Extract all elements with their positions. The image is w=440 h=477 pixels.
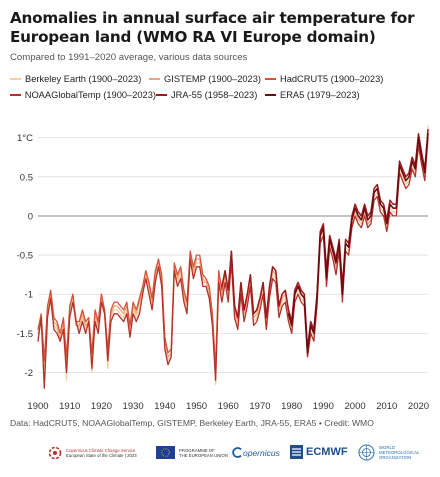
wmo-logo-line1: WORLD (379, 445, 395, 450)
legend-swatch-noaa (10, 94, 21, 96)
legend-swatch-era5 (265, 94, 276, 96)
legend-swatch-gistemp (149, 78, 160, 80)
legend-label-hadcrut: HadCRUT5 (1900–2023) (280, 74, 384, 84)
chart-legend: Berkeley Earth (1900–2023) GISTEMP (1900… (10, 71, 435, 103)
x-tick-label: 1990 (313, 401, 334, 412)
eu-flag-icon (156, 446, 175, 459)
c3s-logo: Copernicus Climate Change Service Europe… (48, 446, 137, 460)
chart-subtitle: Compared to 1991–2020 average, various d… (10, 52, 248, 63)
series-line-noaa (37, 137, 429, 389)
y-tick-label: -1.5 (17, 329, 33, 340)
x-tick-label: 1940 (154, 401, 175, 412)
copernicus-logo: opernicus (232, 447, 280, 458)
legend-swatch-jra (156, 94, 167, 96)
x-tick-label: 2020 (408, 401, 429, 412)
legend-item-gistemp: GISTEMP (1900–2023) (149, 74, 265, 84)
partner-logos: Copernicus Climate Change Service Europe… (0, 440, 440, 470)
legend-label-jra: JRA-55 (1958–2023) (171, 90, 258, 100)
copernicus-c-icon (232, 447, 242, 458)
legend-item-berkeley: Berkeley Earth (1900–2023) (10, 74, 149, 84)
wmo-logo: WORLD METEOROLOGICAL ORGANIZATION (358, 444, 419, 461)
y-tick-label: 0 (28, 211, 33, 222)
x-tick-label: 1950 (186, 401, 207, 412)
series-line-era5 (287, 132, 429, 354)
y-tick-label: -2 (25, 368, 33, 379)
wmo-logo-line3: ORGANIZATION (379, 455, 412, 460)
page-title: Anomalies in annual surface air temperat… (10, 9, 415, 46)
x-tick-label: 1980 (281, 401, 302, 412)
x-tick-label: 1960 (218, 401, 239, 412)
legend-item-era5: ERA5 (1979–2023) (265, 90, 360, 100)
y-tick-label: -1 (25, 290, 33, 301)
data-source-credit: Data: HadCRUT5, NOAAGlobalTemp, GISTEMP,… (10, 418, 374, 428)
legend-item-hadcrut: HadCRUT5 (1900–2023) (265, 74, 383, 84)
ecmwf-mark-icon (290, 445, 303, 459)
c3s-logo-line2: European State of the Climate | 2023 (66, 453, 137, 458)
eu-logo-line1: PROGRAMME OF (179, 447, 215, 453)
copernicus-wordmark: opernicus (243, 447, 280, 458)
legend-label-gistemp: GISTEMP (1900–2023) (164, 74, 261, 84)
wmo-logo-line2: METEOROLOGICAL (379, 450, 420, 455)
x-tick-label: 1900 (27, 401, 48, 412)
x-tick-label: 1920 (91, 401, 112, 412)
line-chart: -2 -1.5 -1 -0.5 0 0.5 1°C 1900 1910 1920 1930 1940 1… (17, 125, 429, 412)
ecmwf-logo: ECMWF (290, 445, 348, 459)
legend-label-noaa: NOAAGlobalTemp (1900–2023) (24, 90, 156, 100)
eu-programme-logo: PROGRAMME OF THE EUROPEAN UNION (156, 446, 228, 459)
legend-label-berkeley: Berkeley Earth (1900–2023) (25, 74, 142, 84)
c3s-swirl-icon (48, 446, 62, 460)
eu-logo-line2: THE EUROPEAN UNION (179, 452, 228, 458)
series-line-gistemp (37, 129, 429, 378)
y-tick-label: -0.5 (17, 251, 33, 262)
legend-item-noaa: NOAAGlobalTemp (1900–2023) (10, 90, 156, 100)
y-tick-label: 0.5 (20, 172, 33, 183)
legend-swatch-hadcrut (265, 78, 276, 80)
legend-label-era5: ERA5 (1979–2023) (280, 90, 360, 100)
wmo-emblem-icon (358, 444, 375, 461)
x-tick-label: 1910 (59, 401, 80, 412)
y-tick-label: 1°C (17, 133, 33, 144)
x-tick-label: 1970 (249, 401, 270, 412)
x-tick-label: 1930 (123, 401, 144, 412)
legend-item-jra: JRA-55 (1958–2023) (156, 90, 265, 100)
x-tick-label: 2010 (376, 401, 397, 412)
x-tick-label: 2000 (345, 401, 366, 412)
ecmwf-wordmark: ECMWF (306, 446, 348, 458)
c3s-logo-line1: Copernicus Climate Change Service (66, 448, 136, 453)
legend-swatch-berkeley (10, 78, 21, 80)
